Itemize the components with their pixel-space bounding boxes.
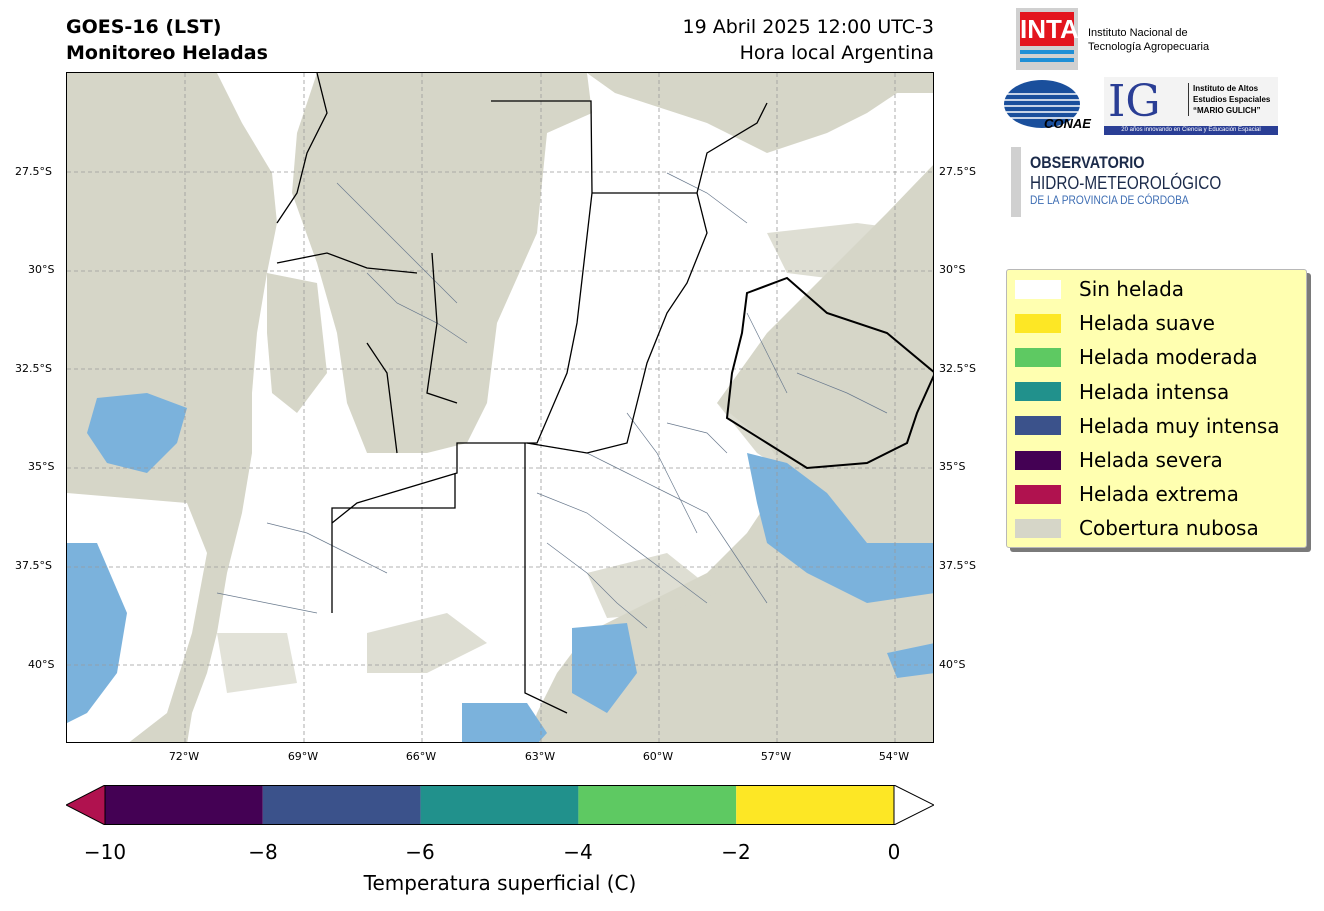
district-boundaries: [216, 172, 888, 629]
colorbar-segment: [262, 785, 421, 825]
legend-item: Helada severa: [1015, 448, 1223, 472]
legend-swatch: [1015, 484, 1061, 504]
legend-swatch: [1015, 518, 1061, 538]
map-title: GOES-16 (LST) Monitoreo Heladas: [66, 14, 268, 66]
colorbar-label: Temperatura superficial (C): [363, 871, 637, 895]
colorbar-under-triangle: [66, 785, 106, 825]
legend-swatch: [1015, 313, 1061, 333]
legend-label: Helada intensa: [1079, 379, 1230, 404]
legend-item: Helada intensa: [1015, 380, 1229, 404]
colorbar-segment: [578, 785, 737, 825]
colorbar-segment: [736, 785, 894, 825]
inta-logo: INTA: [1016, 8, 1079, 70]
map-datetime: 19 Abril 2025 12:00 UTC-3 Hora local Arg…: [683, 14, 934, 66]
lon-label: 69°W: [287, 750, 319, 763]
legend-label: Helada muy intensa: [1079, 413, 1280, 438]
colorbar-tick: −10: [83, 840, 127, 864]
legend-swatch: [1015, 450, 1061, 470]
ig-name-line: Instituto de Altos: [1193, 84, 1259, 93]
inta-stripe-icon: [1020, 50, 1074, 54]
lat-label-left: 37.5°S: [15, 559, 52, 572]
observatorio-bar-icon: [1011, 147, 1021, 217]
colorbar-tick: 0: [887, 840, 901, 864]
lat-label-right: 37.5°S: [939, 559, 976, 572]
ig-tagline: 20 años innovando en Ciencia y Educación…: [1104, 126, 1278, 135]
colorbar-segment: [105, 785, 263, 825]
datetime-line-1: 19 Abril 2025 12:00 UTC-3: [682, 16, 934, 38]
lat-label-right: 35°S: [939, 460, 966, 473]
lat-label-left: 32.5°S: [15, 362, 52, 375]
legend: Sin helada Helada suave Helada moderada Hel…: [1006, 269, 1307, 548]
datetime-line-2: Hora local Argentina: [739, 42, 934, 64]
observatorio-line: OBSERVATORIO: [1030, 153, 1145, 172]
legend-label: Sin helada: [1079, 277, 1185, 301]
legend-swatch: [1015, 279, 1061, 299]
lat-label-left: 35°S: [28, 460, 55, 473]
lat-label-left: 30°S: [28, 263, 55, 276]
lat-label-right: 27.5°S: [939, 165, 976, 178]
lon-label: 63°W: [524, 750, 556, 763]
ig-logo-mark: IG: [1108, 76, 1161, 127]
legend-label: Helada severa: [1079, 448, 1223, 472]
legend-item: Cobertura nubosa: [1015, 516, 1259, 540]
conae-wordmark: CONAE: [1044, 116, 1091, 131]
observatorio-logo: OBSERVATORIO HIDRO-METEOROLÓGICO DE LA P…: [1030, 153, 1255, 207]
legend-item: Helada moderada: [1015, 345, 1258, 369]
observatorio-line: DE LA PROVINCIA DE CÓRDOBA: [1030, 193, 1189, 207]
cold-surface-areas: [67, 393, 933, 742]
legend-swatch: [1015, 347, 1061, 367]
map-canvas: [67, 73, 933, 742]
legend-label: Helada extrema: [1079, 482, 1239, 507]
lon-label: 57°W: [760, 750, 792, 763]
observatorio-line: HIDRO-METEOROLÓGICO: [1030, 173, 1222, 193]
frost-map: [66, 72, 934, 743]
lat-label-left: 40°S: [28, 658, 55, 671]
lat-label-right: 30°S: [939, 263, 966, 276]
ig-name-line: Estudios Espaciales: [1193, 95, 1271, 104]
inta-name: Instituto Nacional de Tecnología Agropec…: [1088, 26, 1209, 54]
inta-logo-mark: INTA: [1020, 12, 1079, 46]
province-boundaries: [276, 73, 768, 714]
colorbar-segment: [420, 785, 579, 825]
lon-label: 66°W: [405, 750, 437, 763]
legend-label: Helada suave: [1079, 311, 1215, 336]
colorbar-tick: −8: [248, 840, 278, 864]
legend-swatch: [1015, 382, 1061, 402]
legend-item: Helada suave: [1015, 311, 1215, 335]
lon-label: 54°W: [878, 750, 910, 763]
inta-name-line: Instituto Nacional de: [1088, 27, 1188, 39]
lat-label-left: 27.5°S: [15, 165, 52, 178]
title-line-2: Monitoreo Heladas: [66, 42, 268, 64]
colorbar-tick: −6: [405, 840, 435, 864]
lon-label: 60°W: [642, 750, 674, 763]
legend-item: Helada muy intensa: [1015, 414, 1280, 438]
ig-logo: IG Instituto de Altos Estudios Espaciale…: [1104, 77, 1278, 135]
legend-item: Sin helada: [1015, 277, 1184, 301]
colorbar-tick: −4: [563, 840, 593, 864]
lat-label-right: 32.5°S: [939, 362, 976, 375]
inta-stripe-icon: [1020, 58, 1074, 62]
legend-swatch: [1015, 416, 1061, 436]
conae-globe-icon: [1004, 80, 1080, 128]
lat-label-right: 40°S: [939, 658, 966, 671]
uruguay-border: [725, 276, 933, 470]
legend-item: Helada extrema: [1015, 482, 1239, 506]
lon-label: 72°W: [168, 750, 200, 763]
title-line-1: GOES-16 (LST): [66, 16, 222, 38]
colorbar-over-triangle: [893, 785, 934, 825]
graticule: [67, 73, 933, 742]
inta-name-line: Tecnología Agropecuaria: [1088, 41, 1210, 53]
ig-name: Instituto de Altos Estudios Espaciales “…: [1188, 83, 1270, 116]
conae-logo: CONAE: [1004, 78, 1091, 134]
colorbar-frame: [104, 785, 895, 825]
legend-label: Helada moderada: [1079, 345, 1258, 370]
legend-label: Cobertura nubosa: [1079, 516, 1259, 541]
colorbar: [66, 785, 934, 825]
colorbar-tick: −2: [721, 840, 751, 864]
ig-name-line: “MARIO GULICH”: [1193, 106, 1261, 115]
